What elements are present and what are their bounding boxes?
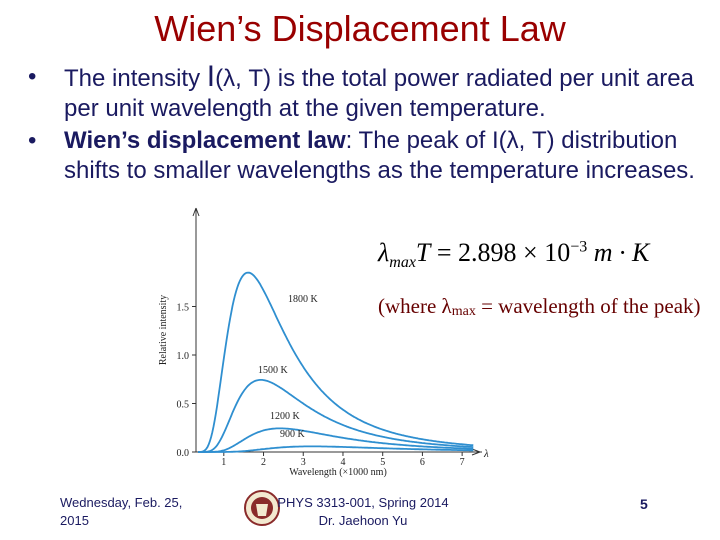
curve-label-1500k: 1500 K [258,365,289,376]
formula-units: m · K [587,238,650,267]
bullet2-symbol: I [491,127,499,154]
page-number: 5 [640,496,648,512]
bullet1-args: (λ, T) [215,65,272,92]
x-tick-label: 3 [301,457,306,468]
footer-course: PHYS 3313-001, Spring 2014 Dr. Jaehoon Y… [268,494,458,530]
y-axis-arrow [192,207,197,217]
bullet-dot-icon: • [28,63,37,90]
bullet2-args: (λ, T) [498,127,555,154]
y-tick-label: 1.0 [177,351,190,362]
x-axis-symbol: λ [483,448,489,460]
lambda-max-note: (where λmax = wavelength of the peak) [378,292,708,326]
x-axis-arrow [471,448,481,453]
curve-1800k [198,271,474,453]
university-seal-logo [244,490,280,526]
curve-label-1200k: 1200 K [270,411,301,422]
note-post: = wavelength of the peak) [475,294,701,318]
x-tick-label: 6 [420,457,425,468]
formula-sub: max [389,254,416,272]
footer-date-line1: Wednesday, Feb. 25, [60,495,183,510]
bullet-dot-icon: • [28,127,37,154]
bullet2-pre: : The peak of [345,127,492,154]
curve-1200k [198,427,474,453]
y-tick-label: 0.5 [177,400,190,411]
x-tick-label: 1 [221,457,226,468]
note-sub: max [451,304,476,319]
x-axis-label: Wavelength (×1000 nm) [289,467,387,478]
curve-900k [198,445,474,453]
formula-eq: = 2.898 × 10 [430,238,571,267]
bullet2-post: distribution shifts to smaller wavelengt… [64,127,695,184]
y-tick-label: 0.0 [177,448,190,459]
note-pre: (where λ [378,294,452,318]
footer-date: Wednesday, Feb. 25, 2015 [60,494,182,530]
footer-course-line2: Dr. Jaehoon Yu [318,513,408,528]
formula-lambda: λ [378,238,390,267]
bullet1-symbol: I [206,60,216,93]
bullet1-pre: The intensity [64,65,207,92]
formula-exp: −3 [570,238,588,256]
curve-label-1800k: 1800 K [288,294,319,305]
x-tick-label: 5 [380,457,385,468]
slide-title: Wien’s Displacement Law [154,8,566,49]
x-axis-arrow [471,451,481,456]
bullet2-bold: Wien’s displacement law [64,127,346,154]
footer-course-line1: PHYS 3313-001, Spring 2014 [277,495,449,510]
wien-formula: λmaxT = 2.898 × 10−3 m · K [378,238,649,272]
curve-label-900k: 900 K [280,429,306,440]
footer-date-line2: 2015 [60,513,89,528]
x-tick-label: 7 [460,457,465,468]
bullet1-post: is the total power radiated per unit are… [64,65,694,122]
bullet-intensity: • The intensity I(λ, T) is the total pow… [22,62,702,124]
x-tick-label: 2 [261,457,266,468]
bullet-list: • The intensity I(λ, T) is the total pow… [22,62,702,188]
bullet-wien-law: • Wien’s displacement law: The peak of I… [22,126,702,186]
y-axis-arrow [195,207,200,217]
y-axis-label: Relative intensity [158,295,169,365]
formula-T: T [415,238,431,267]
x-tick-label: 4 [340,457,345,468]
y-tick-label: 1.5 [177,303,190,314]
curve-1500k [198,379,474,453]
